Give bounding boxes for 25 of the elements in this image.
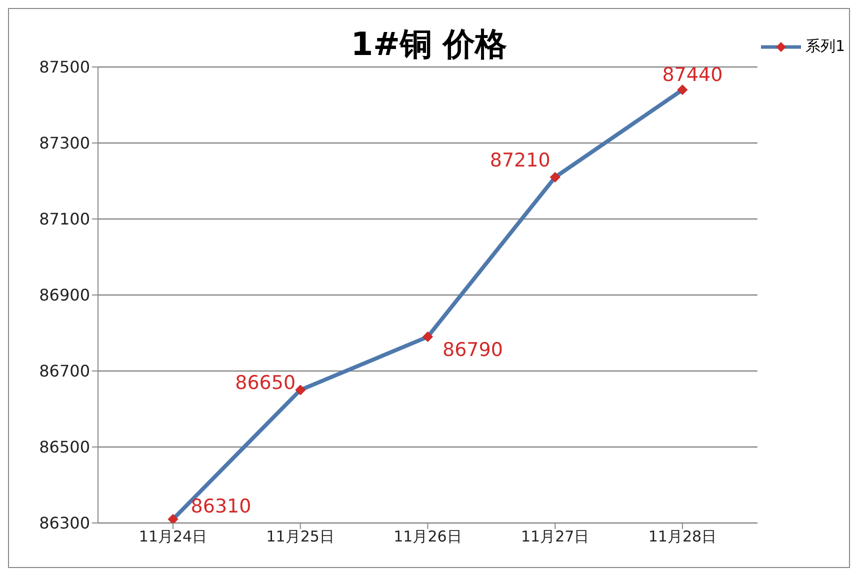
y-tick-label: 87300 [39,134,90,153]
y-tick-label: 86300 [39,514,90,533]
point [168,514,178,523]
data-label: 87440 [662,64,723,86]
legend: 系列1 [761,37,845,56]
x-tick-label: 11月24日 [138,528,208,546]
point [550,172,560,182]
y-tick-label: 87500 [39,58,90,77]
point [677,84,688,96]
y-tick-label: 86500 [39,438,90,457]
y-tick-label: 86700 [39,362,90,381]
x-tick-label: 11月25日 [266,528,334,546]
y-tick-label: 87100 [39,210,90,229]
x-tick-label: 11月28日 [648,528,717,546]
x-tick-label: 11月26日 [394,528,462,546]
data-label: 87210 [490,149,550,172]
y-tick-label: 86900 [39,286,90,305]
chart-title: 1#铜 价格 [350,25,508,63]
data-label: 86650 [235,372,296,394]
data-label: 86310 [190,495,252,518]
point [295,384,306,396]
x-tick-label: 11月27日 [520,528,590,546]
data-label: 86790 [442,338,503,362]
legend-label: 系列1 [805,37,845,56]
point [422,332,433,342]
